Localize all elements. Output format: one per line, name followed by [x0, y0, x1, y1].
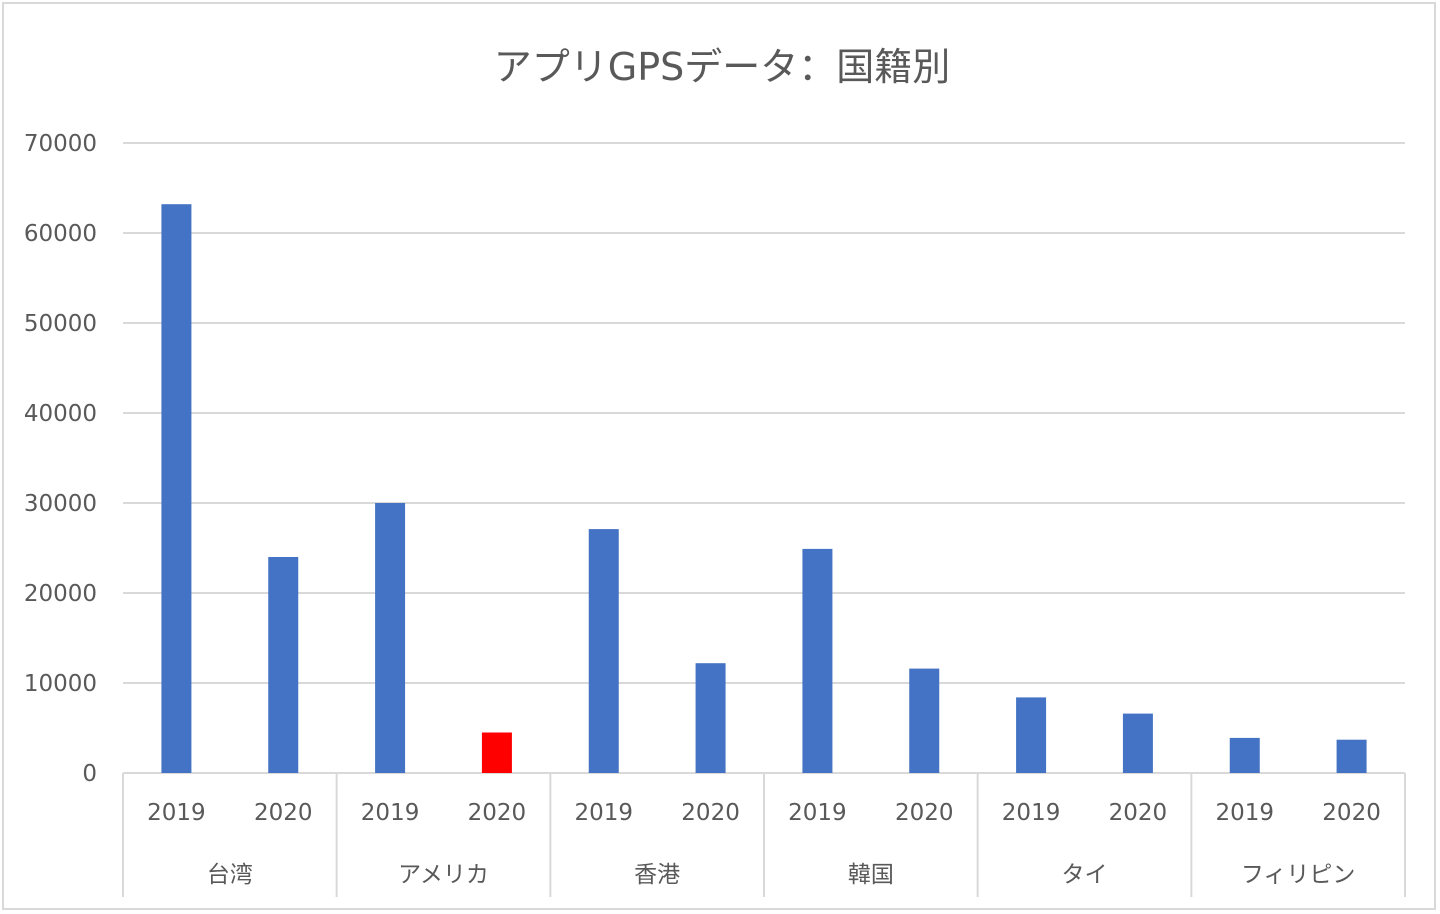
x-tick-label: 2019 [788, 800, 847, 826]
x-tick-label: 2019 [361, 800, 420, 826]
bar [161, 204, 192, 773]
x-group-label: アメリカ [398, 862, 489, 888]
bar [1336, 739, 1367, 773]
x-tick-label: 2020 [681, 800, 740, 826]
bar [268, 557, 299, 773]
x-tick-label: 2020 [895, 800, 954, 826]
x-group-label: 台湾 [207, 862, 253, 888]
y-tick-label: 50000 [24, 311, 97, 337]
x-tick-label: 2020 [1322, 800, 1381, 826]
y-tick-label: 40000 [24, 401, 97, 427]
x-group-label: 香港 [634, 862, 680, 888]
y-tick-label: 0 [82, 761, 97, 787]
x-tick-label: 2020 [1109, 800, 1168, 826]
bar [1122, 713, 1153, 773]
bar [1016, 697, 1047, 773]
x-tick-label: 2019 [1002, 800, 1061, 826]
x-group-label: タイ [1062, 862, 1108, 888]
x-tick-label: 2019 [147, 800, 206, 826]
x-tick-label: 2020 [468, 800, 527, 826]
x-tick-label: 2020 [254, 800, 313, 826]
bar [802, 548, 833, 773]
x-tick-label: 2019 [1215, 800, 1274, 826]
y-tick-label: 10000 [24, 671, 97, 697]
bar [909, 668, 940, 773]
bar [588, 529, 619, 773]
x-group-label: 韓国 [848, 862, 894, 888]
y-tick-label: 20000 [24, 581, 97, 607]
bar [1229, 737, 1260, 773]
bar [375, 503, 406, 773]
x-tick-label: 2019 [574, 800, 633, 826]
y-tick-label: 60000 [24, 221, 97, 247]
bar [481, 732, 512, 773]
chart-title: アプリGPSデータ：国籍別 [494, 45, 950, 89]
x-group-label: フィリピン [1241, 862, 1356, 888]
bar [695, 663, 726, 773]
y-tick-label: 30000 [24, 491, 97, 517]
y-tick-label: 70000 [24, 131, 97, 157]
